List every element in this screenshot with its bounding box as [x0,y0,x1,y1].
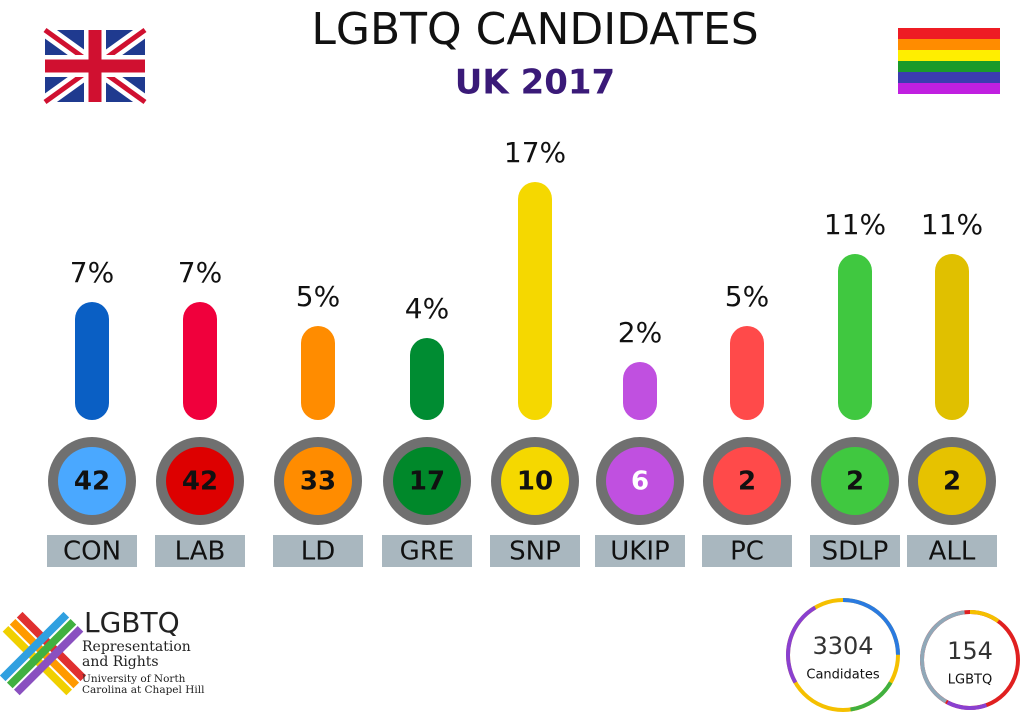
party-label: LD [301,537,336,567]
bar [935,254,969,420]
party-label: CON [63,537,121,567]
party-box [595,535,685,567]
party-label: UKIP [610,537,669,567]
value-label: 4% [405,292,449,325]
count-circle [821,447,889,515]
party-label: PC [730,537,764,567]
totals [786,598,1020,712]
rainbow-flag [898,28,1000,94]
party-box [273,535,363,567]
count-label: 2 [738,467,756,497]
total-value: 154 [947,637,993,665]
bar [75,302,109,420]
count-circle [166,447,234,515]
party-label: LAB [175,537,226,567]
bar [730,326,764,420]
party-label: ALL [929,537,976,567]
value-label: 11% [824,208,886,241]
party-box [490,535,580,567]
bar [410,338,444,420]
party-label: SNP [509,537,561,567]
total-label: Candidates [806,668,879,683]
count-circle [501,447,569,515]
count-circle [606,447,674,515]
count-circle [393,447,461,515]
value-label: 7% [178,256,222,289]
bar [183,302,217,420]
party-box [907,535,997,567]
logo-org: University of North Carolina at Chapel H… [82,672,205,697]
title: LGBTQ CANDIDATES [311,4,758,55]
logo: LGBTQ Representation and Rights Universi… [0,606,205,697]
count-circle [58,447,126,515]
value-label: 5% [296,280,340,313]
count-circle [918,447,986,515]
count-circle [713,447,781,515]
party-label: SDLP [822,537,889,567]
value-label: 11% [921,208,983,241]
subtitle: UK 2017 [455,63,615,103]
party-box [702,535,792,567]
value-label: 7% [70,256,114,289]
party-box [810,535,900,567]
logo-title: LGBTQ [84,606,180,639]
logo-subtitle: Representation and Rights [82,640,191,671]
party-box [47,535,137,567]
count-label: 10 [517,467,553,497]
count-label: 6 [631,467,649,497]
value-label: 2% [618,316,662,349]
count-label: 17 [409,467,445,497]
total-value: 3304 [812,632,873,660]
party-box [155,535,245,567]
count-circle [284,447,352,515]
party-label: GRE [400,537,455,567]
count-label: 33 [300,467,336,497]
bar [518,182,552,420]
bar [838,254,872,420]
bar [623,362,657,420]
value-label: 5% [725,280,769,313]
bar [301,326,335,420]
count-label: 2 [846,467,864,497]
uk-flag [40,24,150,108]
total-label: LGBTQ [948,673,992,688]
value-label: 17% [504,136,566,169]
count-label: 42 [74,467,110,497]
count-label: 2 [943,467,961,497]
party-box [382,535,472,567]
count-label: 42 [182,467,218,497]
